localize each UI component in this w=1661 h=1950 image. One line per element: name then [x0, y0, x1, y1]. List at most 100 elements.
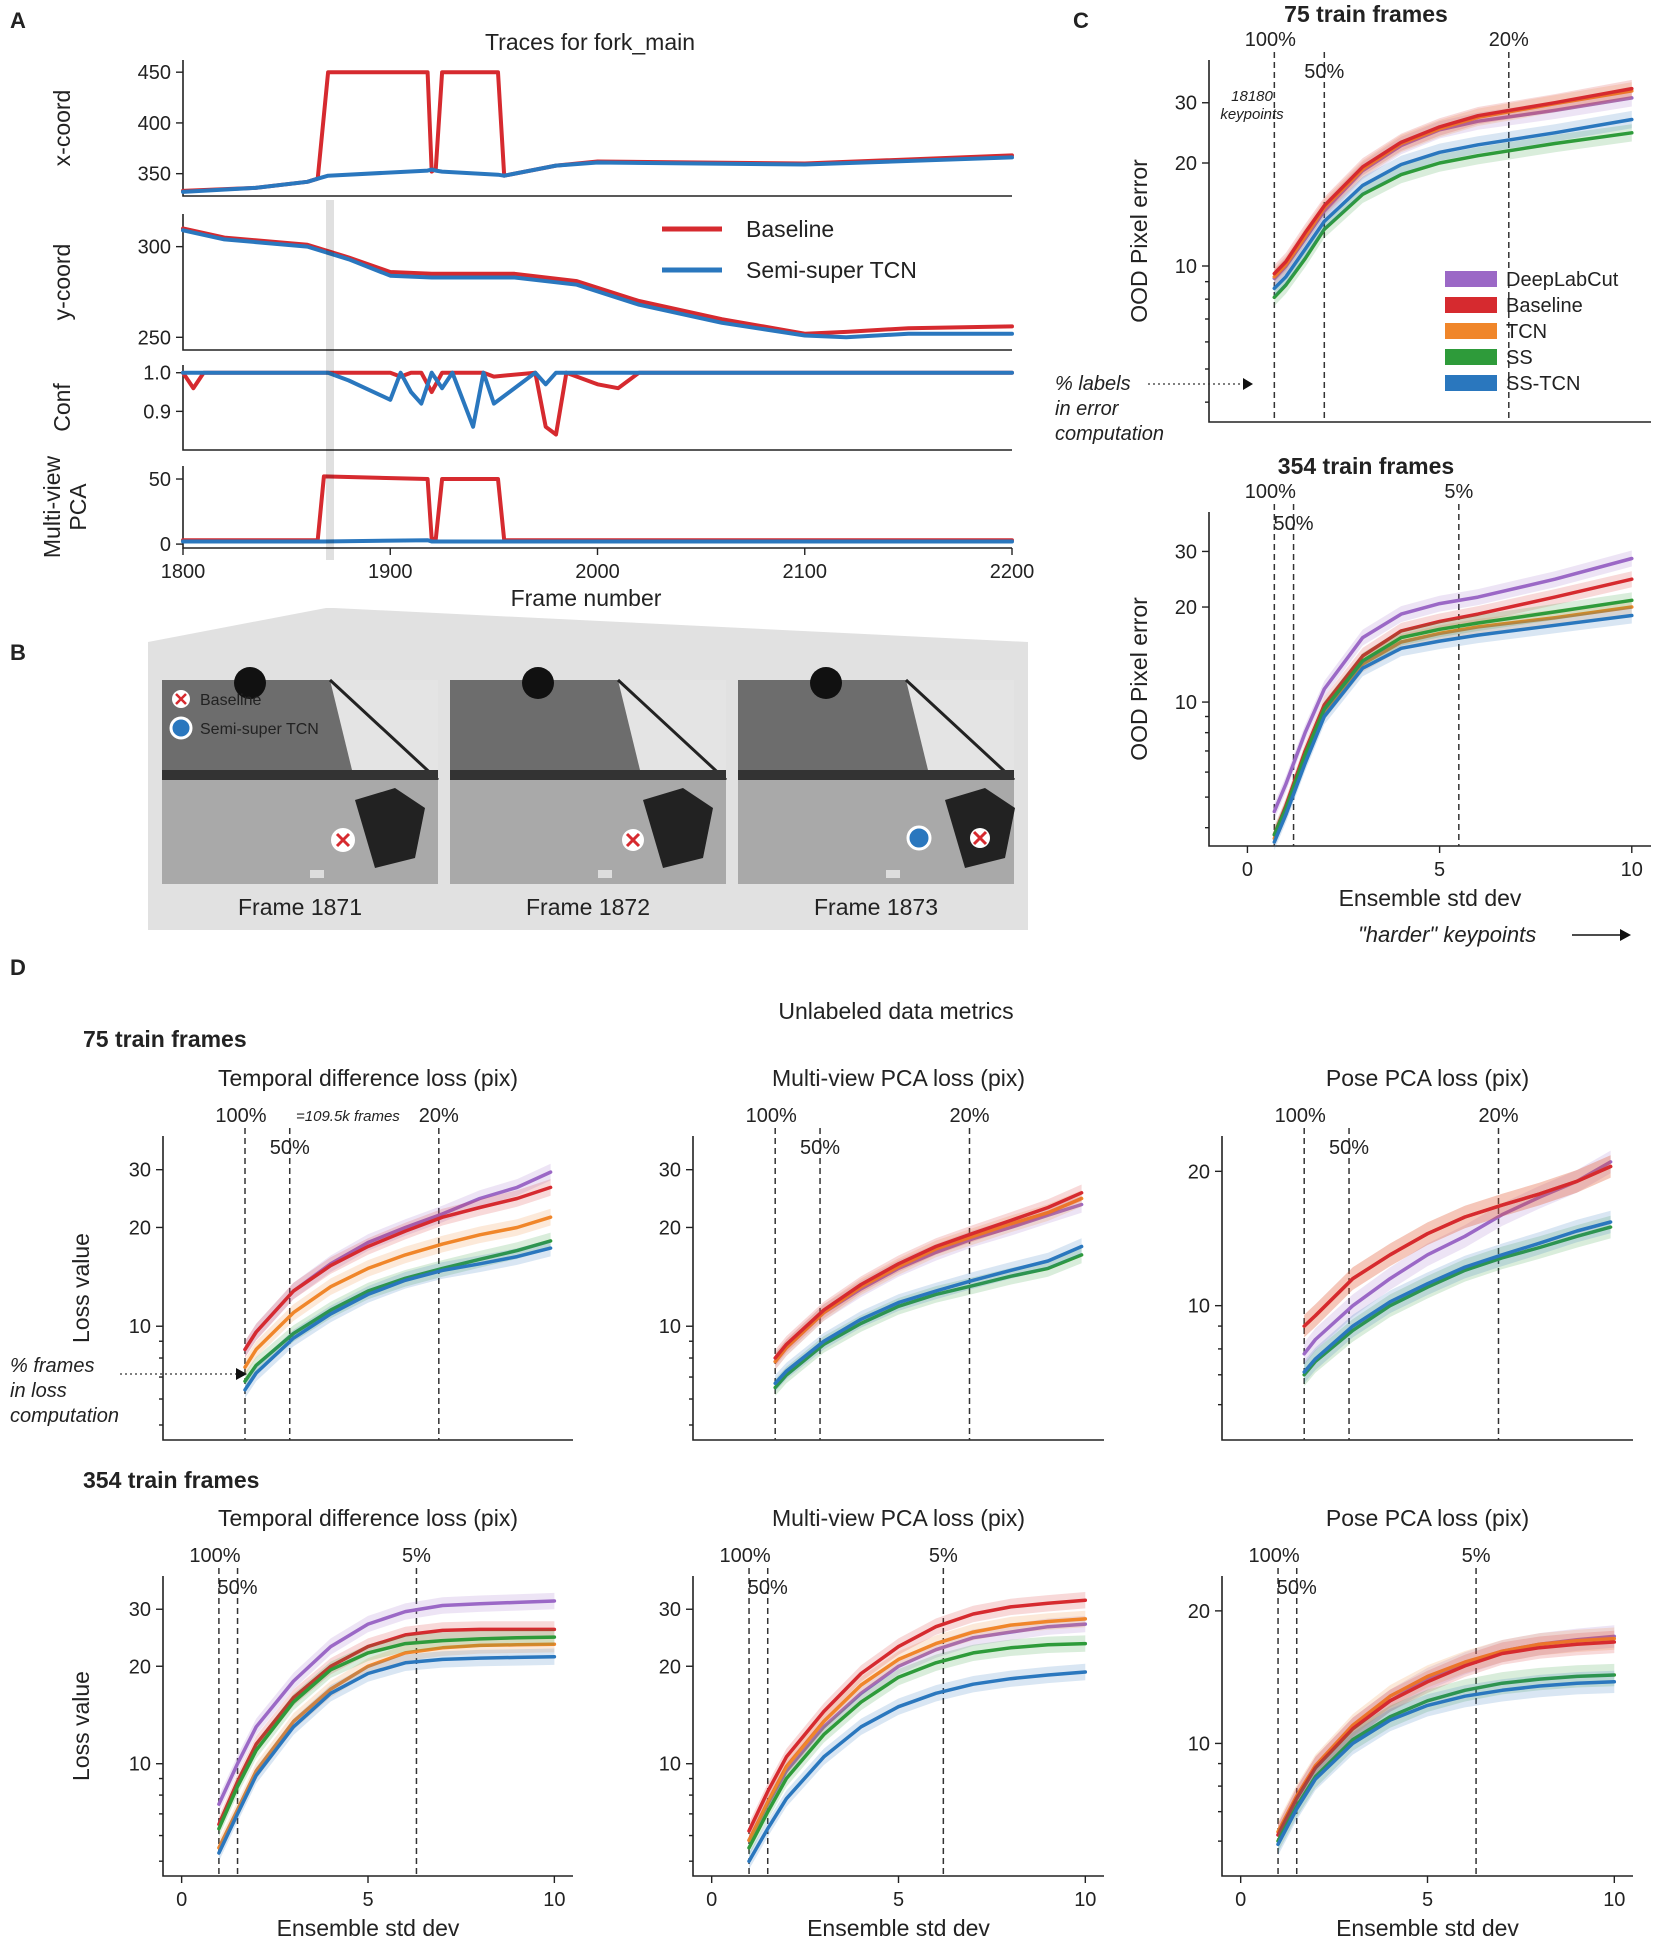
axis-lines [182, 214, 1012, 351]
y-axis-label: x-coord [49, 90, 75, 167]
legend-swatch-sstcn [1445, 375, 1497, 391]
axis-lines [182, 365, 1012, 451]
frame-1871-markers [331, 828, 355, 852]
series-line-tcn [773, 1196, 1084, 1364]
y-tick-label: 10 [1188, 1733, 1210, 1755]
series-line-tcn [217, 1642, 557, 1850]
series-line-baseline [181, 70, 1014, 193]
x-tick-label: 1800 [161, 561, 206, 583]
legend-label-baseline: Baseline [746, 216, 834, 242]
series-band-tcn [775, 1190, 1082, 1370]
panel-a-xlabel: Frame number [511, 585, 662, 611]
series-line-baseline [181, 370, 1014, 437]
series-line-ss-tcn [1276, 1680, 1617, 1847]
series-line-ss-tcn [1272, 613, 1634, 844]
y-axis-label: y-coord [49, 244, 75, 321]
legend-label-tcn: TCN [1506, 321, 1547, 343]
chart-title: Pose PCA loss (pix) [1326, 1065, 1529, 1091]
note-keypoints: keypoints [1220, 106, 1284, 123]
chart-title: 354 train frames [1278, 453, 1454, 479]
chart-d-354-pose: 10 20 0 5 10 Ensemble std dev Pose PCA loss (p… [1188, 1505, 1633, 1941]
y-tick-label: 400 [138, 113, 171, 135]
y-tick-label: 20 [1175, 597, 1197, 619]
chart-a-conf: 0.9 1.0 Conf [49, 363, 1014, 451]
y-tick-label: 20 [1188, 1601, 1210, 1623]
axis-lines [1208, 512, 1651, 847]
frame-label-1872: Frame 1872 [526, 894, 650, 920]
series-line-ss [1302, 1225, 1613, 1377]
y-tick-label: 30 [659, 1160, 681, 1182]
threshold-label: 100% [1245, 481, 1296, 503]
series-line-ss-tcn [747, 1670, 1088, 1863]
series-band-ss [1304, 1215, 1611, 1387]
axis-lines [162, 1136, 573, 1441]
chart-d-354-td: 10 20 30 0 5 10 Loss value Ensemble std dev Temp… [68, 1505, 573, 1941]
panel-a-legend: Baseline Semi-super TCN [662, 216, 917, 283]
frame-image-1872 [450, 667, 728, 884]
threshold-label: 50% [800, 1137, 840, 1159]
x-tick-label: 1900 [368, 561, 413, 583]
x-tick-label: 10 [1603, 1889, 1625, 1911]
x-tick-label: 10 [1621, 859, 1643, 881]
series-band-baseline [1274, 79, 1632, 283]
frame-label-1871: Frame 1871 [238, 894, 362, 920]
series-line-ss-tcn [1302, 1220, 1613, 1374]
series-line-semi-super-tcn [181, 538, 1014, 544]
threshold-label: 50% [218, 1577, 258, 1599]
y-tick-label: 10 [1175, 256, 1197, 278]
y-tick-label: 30 [659, 1599, 681, 1621]
series-band-tcn [1304, 1155, 1611, 1338]
series-line-ss-tcn [243, 1246, 553, 1392]
threshold-label: 20% [419, 1105, 459, 1127]
series-line-deeplabcut [1272, 556, 1634, 814]
y-tick-label: 10 [129, 1754, 151, 1776]
panel-letter-d: D [10, 955, 26, 980]
series-band-ss-tcn [775, 1238, 1082, 1392]
threshold-label: 100% [719, 1545, 770, 1567]
frame-image-1873 [738, 667, 1016, 884]
y-axis-label: Conf [49, 383, 75, 432]
y-tick-label: 30 [1175, 541, 1197, 563]
series-band-ss-tcn [1274, 607, 1632, 851]
note-18180: 18180 [1231, 88, 1273, 105]
y-axis-label: OOD Pixel error [1126, 159, 1152, 323]
y-tick-label: 20 [129, 1217, 151, 1239]
panel-letter-b: B [10, 640, 26, 665]
y-axis-label: PCA [65, 483, 91, 531]
y-tick-label: 350 [138, 164, 171, 186]
series-line-baseline [773, 1191, 1084, 1360]
x-axis-label: Ensemble std dev [807, 1915, 990, 1941]
series-line-baseline [243, 1185, 553, 1352]
inset-legend-baseline: Baseline [200, 692, 261, 709]
chart-a-pca: 0 50 1800 1900 2000 2100 2200 Multi-view PCA [39, 455, 1034, 583]
legend-label-ss: SS [1506, 347, 1533, 369]
axis-lines [692, 1136, 1104, 1441]
chart-title: 75 train frames [1284, 1, 1448, 27]
threshold-label: 50% [1274, 513, 1314, 535]
threshold-label: 50% [748, 1577, 788, 1599]
y-axis-label: Loss value [68, 1233, 94, 1343]
y-tick-label: 20 [1188, 1161, 1210, 1183]
chart-d-75-td: 10 20 30 Loss value Temporal difference loss… [68, 1065, 573, 1441]
series-band-ss-tcn [218, 1648, 555, 1862]
x-tick-label: 0 [706, 1889, 717, 1911]
panel-a-title: Traces for fork_main [485, 29, 695, 55]
y-axis-label: OOD Pixel error [1126, 597, 1152, 761]
x-axis-label: Ensemble std dev [277, 1915, 460, 1941]
threshold-label: 100% [1245, 29, 1296, 51]
series-line-ss [773, 1253, 1084, 1390]
y-tick-label: 30 [1175, 93, 1197, 115]
series-band-baseline [775, 1184, 1082, 1367]
series-line-ss [243, 1239, 553, 1383]
panel-d-header: Unlabeled data metrics [778, 998, 1013, 1024]
chart-title: Pose PCA loss (pix) [1326, 1505, 1529, 1531]
y-tick-label: 0 [160, 534, 171, 556]
series-line-tcn [243, 1215, 553, 1369]
axis-lines [1221, 1576, 1633, 1877]
legend-label-sstcn-c: SS-TCN [1506, 373, 1580, 395]
x-tick-label: 5 [893, 1889, 904, 1911]
frame-image-1871 [162, 667, 440, 884]
legend-swatch-ss [1445, 349, 1497, 365]
chart-a-x: 350 400 450 x-coord [49, 60, 1014, 197]
